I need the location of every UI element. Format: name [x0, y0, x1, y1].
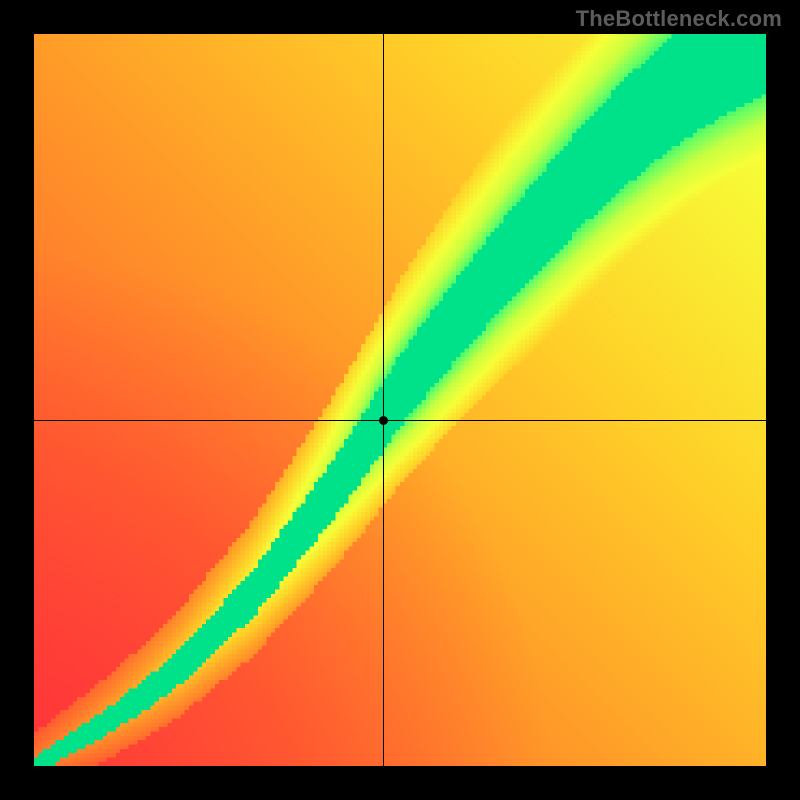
watermark-text: TheBottleneck.com	[576, 6, 782, 32]
chart-container: TheBottleneck.com	[0, 0, 800, 800]
heatmap-plot	[34, 34, 766, 766]
crosshair-horizontal	[34, 420, 766, 421]
heatmap-canvas	[34, 34, 766, 766]
crosshair-vertical	[383, 34, 384, 766]
